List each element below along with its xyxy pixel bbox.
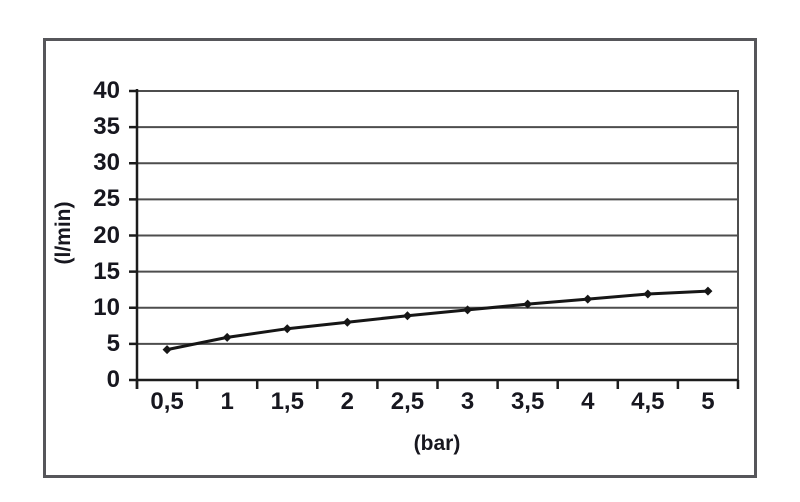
y-tick-label: 0: [106, 366, 120, 393]
x-tick-label: 4: [581, 388, 595, 415]
y-tick-label: 40: [93, 77, 120, 104]
data-point-marker: [643, 289, 653, 299]
data-point-marker: [703, 286, 713, 296]
y-tick-label: 35: [93, 113, 120, 141]
y-tick-label: 5: [106, 329, 120, 357]
data-point-marker: [583, 294, 593, 304]
x-tick-label: 2,5: [390, 388, 425, 415]
data-point-marker: [463, 305, 473, 315]
data-point-marker: [222, 332, 232, 342]
y-tick-label: 25: [93, 185, 120, 213]
data-point-marker: [402, 311, 412, 321]
x-tick-label: 0,5: [150, 388, 184, 415]
chart-frame: [43, 38, 757, 478]
x-tick-label: 1,5: [270, 388, 304, 415]
x-axis-title: (bar): [413, 432, 461, 455]
x-tick-label: 4,5: [631, 388, 665, 415]
data-point-marker: [162, 345, 172, 355]
y-tick-label: 15: [93, 257, 120, 285]
data-point-marker: [523, 299, 533, 309]
y-tick-label: 20: [93, 221, 120, 249]
x-tick-label: 5: [701, 388, 715, 415]
data-point-marker: [342, 317, 352, 327]
y-tick-label: 10: [93, 293, 120, 321]
x-tick-label: 1: [220, 388, 234, 415]
x-tick-label: 3,5: [510, 388, 545, 415]
x-tick-label: 3: [460, 388, 475, 415]
y-tick-label: 30: [93, 149, 120, 177]
x-tick-label: 2: [340, 388, 355, 415]
flow-curve: [165, 289, 710, 352]
data-point-marker: [282, 324, 292, 334]
